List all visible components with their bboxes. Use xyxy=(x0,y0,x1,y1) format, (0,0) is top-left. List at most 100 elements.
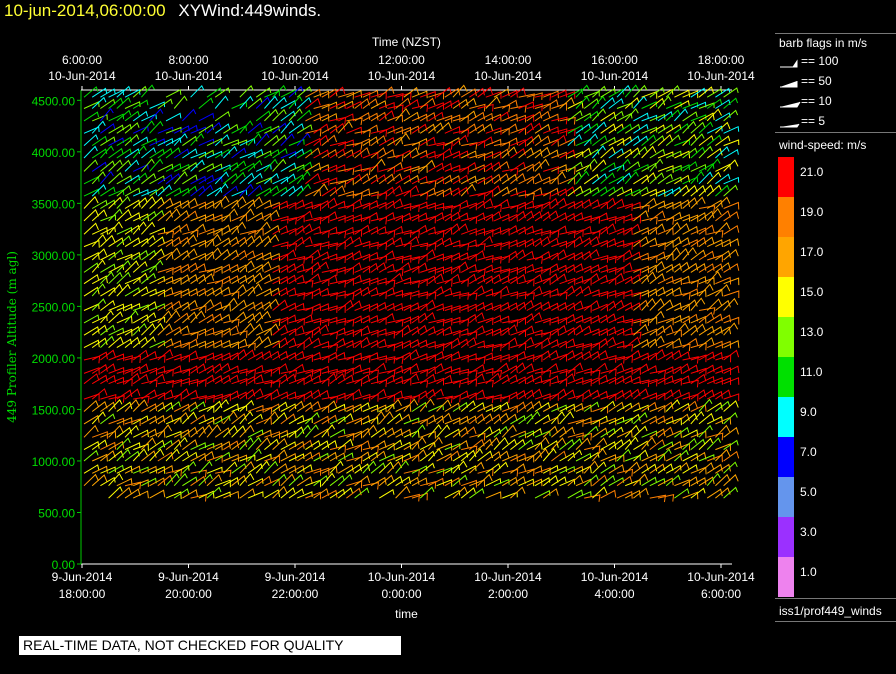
wind-barb xyxy=(600,162,616,172)
wind-barb xyxy=(256,417,272,425)
wind-barb xyxy=(116,253,133,261)
wind-barb xyxy=(313,177,330,186)
wind-barb xyxy=(124,372,141,385)
wind-barb xyxy=(305,249,321,261)
wind-barb xyxy=(723,176,740,185)
wind-barb xyxy=(247,374,264,385)
wind-barb xyxy=(165,326,182,336)
wind-barb xyxy=(231,236,248,248)
wind-barb xyxy=(173,223,190,235)
wind-barb xyxy=(510,389,527,400)
wind-barb xyxy=(526,341,543,350)
wind-barb xyxy=(411,353,428,361)
wind-barb xyxy=(387,225,404,235)
wind-barb xyxy=(378,403,395,412)
wind-barb xyxy=(477,367,494,376)
wind-barb xyxy=(518,176,535,185)
wind-barb xyxy=(477,103,494,112)
wind-barb xyxy=(428,266,444,275)
color-swatch xyxy=(778,357,794,397)
wind-barb xyxy=(616,112,633,122)
wind-barb xyxy=(567,342,584,351)
wind-barb xyxy=(346,192,363,201)
x-tick-date: 10-Jun-2014 xyxy=(474,570,542,584)
wind-barb xyxy=(583,389,600,400)
wind-barb xyxy=(223,145,238,159)
wind-barb xyxy=(567,185,584,197)
wind-barb xyxy=(149,175,165,185)
wind-barb xyxy=(198,227,215,236)
wind-barb xyxy=(411,448,427,462)
wind-barb xyxy=(436,147,453,159)
wind-barb xyxy=(501,250,518,261)
wind-barb xyxy=(477,288,494,297)
wind-barb xyxy=(723,263,740,273)
wind-barb xyxy=(444,137,461,147)
wind-barb xyxy=(132,363,149,374)
wind-barb xyxy=(239,250,256,261)
wind-barb xyxy=(378,173,395,185)
wind-barb xyxy=(272,225,289,235)
wind-barb xyxy=(674,108,689,122)
wind-barb xyxy=(698,307,716,315)
wind-barb xyxy=(198,213,215,222)
wind-barb xyxy=(215,469,232,478)
wind-barb xyxy=(100,226,116,235)
wind-barb xyxy=(649,392,666,401)
wind-barb xyxy=(723,139,740,147)
wind-barb xyxy=(149,120,164,134)
wind-barb xyxy=(633,440,649,451)
wind-barb xyxy=(452,292,470,300)
wind-barb xyxy=(534,401,551,412)
wind-barb xyxy=(690,315,707,324)
wind-barb xyxy=(165,200,182,209)
wind-barb xyxy=(633,289,650,298)
wind-barb xyxy=(280,120,295,134)
wind-barb xyxy=(354,265,371,274)
wind-barb xyxy=(124,442,141,451)
wind-barb xyxy=(624,135,641,147)
color-swatch xyxy=(778,277,794,317)
wind-barb xyxy=(608,340,625,349)
wind-barb xyxy=(592,328,609,336)
wind-barb xyxy=(633,123,649,134)
wind-barb xyxy=(403,142,421,150)
wind-barb xyxy=(354,303,371,312)
wind-barb xyxy=(100,363,116,374)
wind-barb xyxy=(83,111,100,122)
wind-barb xyxy=(608,355,625,364)
wind-barb xyxy=(362,329,379,338)
wind-barb xyxy=(272,324,288,336)
wind-barb xyxy=(182,411,198,425)
wind-barb xyxy=(534,146,551,159)
wind-barb xyxy=(165,126,182,134)
wind-barb xyxy=(83,473,99,487)
wind-barb xyxy=(633,265,650,274)
wind-barb xyxy=(559,252,576,261)
wind-barb xyxy=(493,401,510,412)
wind-barb xyxy=(682,120,697,134)
wind-barb xyxy=(657,477,674,487)
wind-barb xyxy=(305,216,322,225)
wind-barb xyxy=(296,96,312,109)
wind-barb xyxy=(575,404,592,413)
wind-barb xyxy=(641,476,657,487)
wind-barb xyxy=(592,145,606,159)
wind-barb xyxy=(592,314,609,324)
wind-barb xyxy=(288,474,304,487)
wind-barb xyxy=(346,262,362,273)
wind-barb xyxy=(501,123,518,134)
wind-barb xyxy=(559,327,576,336)
wind-barb xyxy=(723,225,740,235)
wind-barb xyxy=(665,176,682,185)
wind-barb xyxy=(469,176,486,185)
wind-barb xyxy=(173,236,190,248)
wind-barb xyxy=(592,212,609,222)
wind-barb xyxy=(510,139,527,147)
wind-barb xyxy=(206,279,224,288)
wind-barb xyxy=(403,394,420,403)
wind-barb xyxy=(321,489,338,499)
wind-barb xyxy=(510,147,526,159)
wind-barb xyxy=(338,204,355,213)
wind-barb xyxy=(403,235,420,247)
